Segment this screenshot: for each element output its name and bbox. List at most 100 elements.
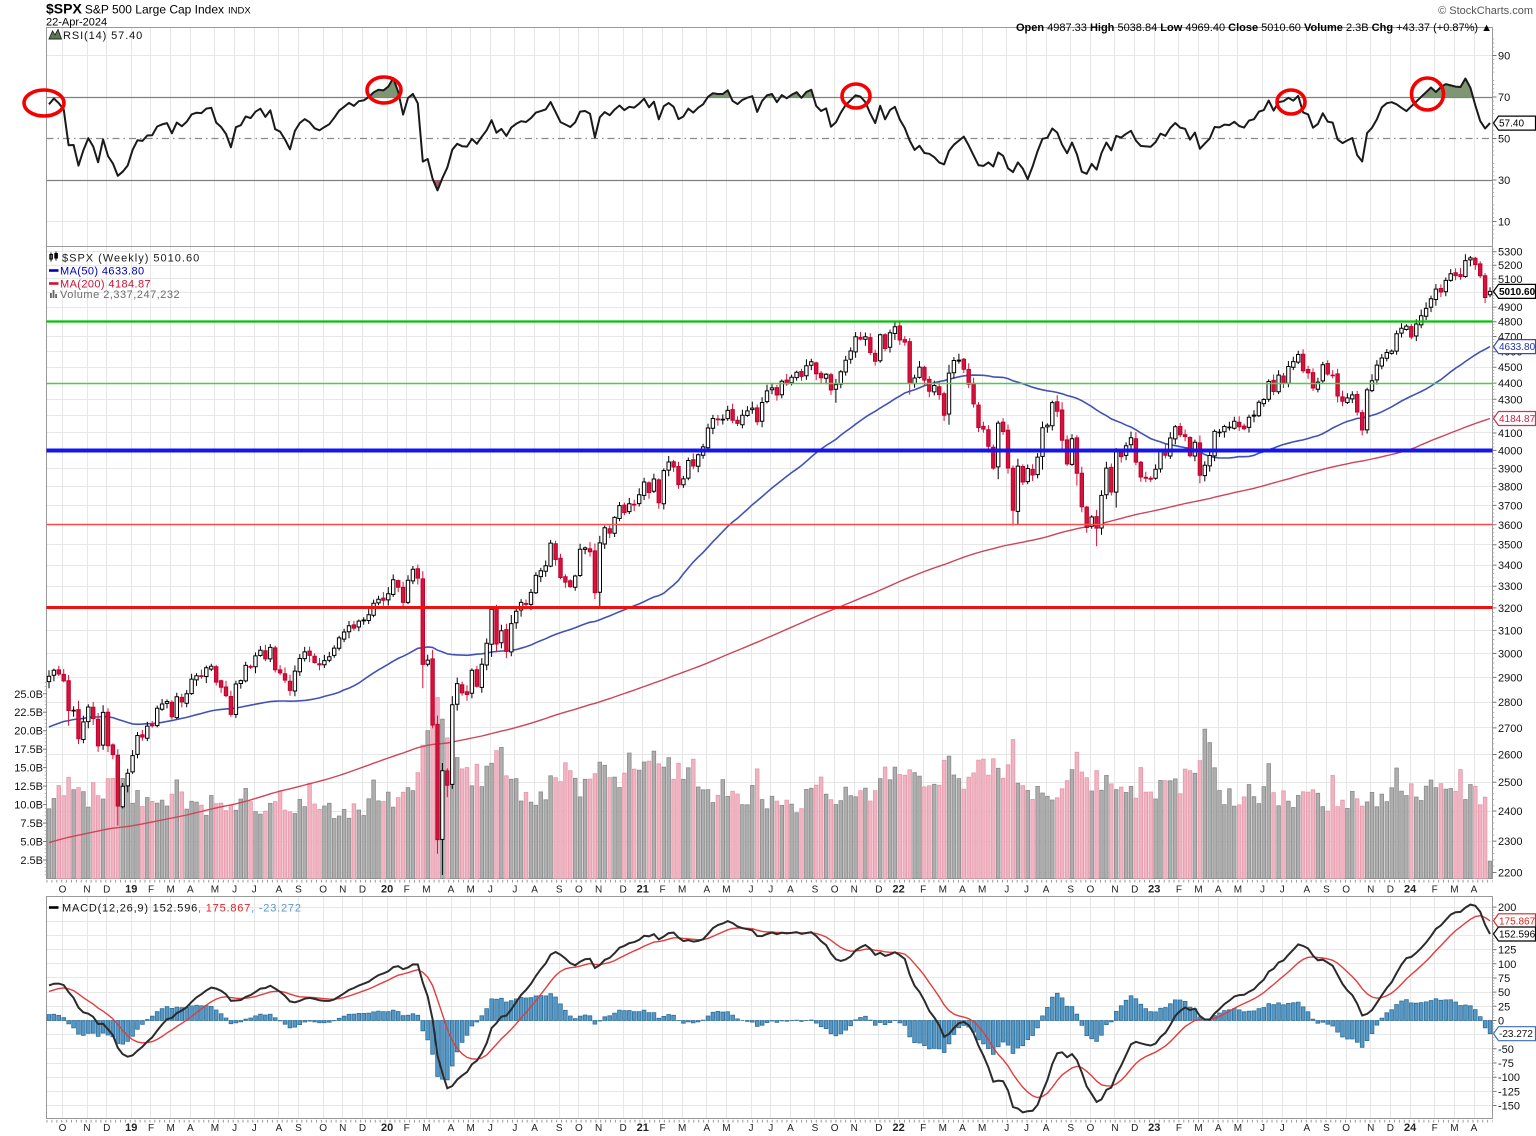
svg-text:A: A xyxy=(187,1123,194,1134)
svg-text:F: F xyxy=(1176,885,1182,896)
svg-text:J: J xyxy=(768,1123,773,1134)
svg-text:Open 4987.33 High 5038.84 Low: Open 4987.33 High 5038.84 Low 4969.40 Cl… xyxy=(1016,22,1492,34)
svg-text:N: N xyxy=(595,1123,602,1134)
svg-text:J: J xyxy=(512,885,517,896)
svg-text:S: S xyxy=(295,885,302,896)
svg-text:O: O xyxy=(831,1123,839,1134)
svg-text:M: M xyxy=(978,1123,986,1134)
svg-text:O: O xyxy=(319,885,327,896)
svg-text:F: F xyxy=(1176,1123,1182,1134)
svg-text:J: J xyxy=(1260,1123,1265,1134)
svg-text:D: D xyxy=(875,1123,882,1134)
svg-text:A: A xyxy=(787,885,794,896)
svg-text:22: 22 xyxy=(892,884,904,896)
svg-text:$SPX (Weekly) 5010.60: $SPX (Weekly) 5010.60 xyxy=(62,253,200,265)
svg-text:12.5B: 12.5B xyxy=(14,781,43,793)
svg-text:-75: -75 xyxy=(1498,1058,1514,1070)
svg-text:M: M xyxy=(467,1123,475,1134)
svg-text:F: F xyxy=(920,885,926,896)
svg-text:-150: -150 xyxy=(1498,1101,1520,1113)
svg-text:3500: 3500 xyxy=(1498,540,1522,552)
svg-text:M: M xyxy=(1450,1123,1458,1134)
svg-text:3800: 3800 xyxy=(1498,482,1522,494)
svg-text:M: M xyxy=(939,1123,947,1134)
svg-text:M: M xyxy=(167,1123,175,1134)
svg-text:5300: 5300 xyxy=(1498,247,1522,259)
svg-text:3400: 3400 xyxy=(1498,560,1522,572)
svg-text:70: 70 xyxy=(1498,92,1510,104)
svg-text:3300: 3300 xyxy=(1498,581,1522,593)
svg-text:M: M xyxy=(1234,1123,1242,1134)
svg-text:M: M xyxy=(722,1123,730,1134)
svg-text:J: J xyxy=(252,885,257,896)
svg-text:4633.80: 4633.80 xyxy=(1499,342,1536,353)
svg-text:2200: 2200 xyxy=(1498,868,1522,880)
svg-text:A: A xyxy=(703,1123,710,1134)
svg-text:F: F xyxy=(148,885,154,896)
svg-text:M: M xyxy=(467,885,475,896)
svg-text:4000: 4000 xyxy=(1498,445,1522,457)
svg-text:M: M xyxy=(678,885,686,896)
svg-text:MA(50) 4633.80: MA(50) 4633.80 xyxy=(60,266,144,278)
svg-text:50: 50 xyxy=(1498,134,1510,146)
svg-text:152.596: 152.596 xyxy=(1499,930,1536,941)
svg-text:F: F xyxy=(1432,885,1438,896)
svg-text:2700: 2700 xyxy=(1498,723,1522,735)
svg-text:J: J xyxy=(512,1123,517,1134)
svg-text:O: O xyxy=(831,885,839,896)
svg-text:2300: 2300 xyxy=(1498,836,1522,848)
svg-text:-23.272: -23.272 xyxy=(1499,1029,1533,1040)
svg-text:A: A xyxy=(1303,885,1310,896)
svg-text:© StockCharts.com: © StockCharts.com xyxy=(1438,5,1533,17)
svg-text:M: M xyxy=(722,885,730,896)
svg-text:O: O xyxy=(1342,1123,1350,1134)
svg-text:N: N xyxy=(1111,1123,1118,1134)
svg-text:10.0B: 10.0B xyxy=(14,800,43,812)
svg-text:A: A xyxy=(787,1123,794,1134)
svg-text:2600: 2600 xyxy=(1498,750,1522,762)
svg-text:4800: 4800 xyxy=(1498,317,1522,329)
svg-text:J: J xyxy=(1260,885,1265,896)
svg-text:7.5B: 7.5B xyxy=(20,818,43,830)
svg-text:A: A xyxy=(959,885,966,896)
svg-text:22: 22 xyxy=(892,1122,904,1134)
svg-text:O: O xyxy=(1087,885,1095,896)
svg-text:S: S xyxy=(295,1123,302,1134)
svg-text:A: A xyxy=(703,885,710,896)
svg-text:N: N xyxy=(851,885,858,896)
svg-text:25.0B: 25.0B xyxy=(14,689,43,701)
svg-text:19: 19 xyxy=(125,1122,137,1134)
svg-text:A: A xyxy=(1215,885,1222,896)
svg-text:D: D xyxy=(1387,885,1394,896)
svg-text:5010.60: 5010.60 xyxy=(1499,287,1536,298)
svg-text:A: A xyxy=(276,1123,283,1134)
svg-text:M: M xyxy=(1194,885,1202,896)
svg-text:M: M xyxy=(167,885,175,896)
svg-text:A: A xyxy=(448,885,455,896)
svg-text:24: 24 xyxy=(1404,884,1417,896)
svg-text:5100: 5100 xyxy=(1498,274,1522,286)
svg-text:2400: 2400 xyxy=(1498,806,1522,818)
svg-text:3200: 3200 xyxy=(1498,603,1522,615)
svg-text:S: S xyxy=(556,1123,563,1134)
svg-text:21: 21 xyxy=(637,1122,649,1134)
svg-text:J: J xyxy=(1004,1123,1009,1134)
svg-text:N: N xyxy=(595,885,602,896)
svg-text:M: M xyxy=(211,885,219,896)
svg-text:4500: 4500 xyxy=(1498,362,1522,374)
svg-text:F: F xyxy=(659,1123,665,1134)
svg-text:3100: 3100 xyxy=(1498,625,1522,637)
svg-text:125: 125 xyxy=(1498,945,1516,957)
svg-text:0: 0 xyxy=(1498,1016,1504,1028)
svg-text:N: N xyxy=(1367,1123,1374,1134)
svg-text:O: O xyxy=(1342,885,1350,896)
svg-text:2.5B: 2.5B xyxy=(20,855,43,867)
svg-text:21: 21 xyxy=(637,884,649,896)
svg-text:3700: 3700 xyxy=(1498,500,1522,512)
svg-text:O: O xyxy=(575,1123,583,1134)
svg-text:4900: 4900 xyxy=(1498,302,1522,314)
svg-text:-50: -50 xyxy=(1498,1044,1514,1056)
svg-text:5200: 5200 xyxy=(1498,260,1522,272)
svg-text:N: N xyxy=(83,885,90,896)
